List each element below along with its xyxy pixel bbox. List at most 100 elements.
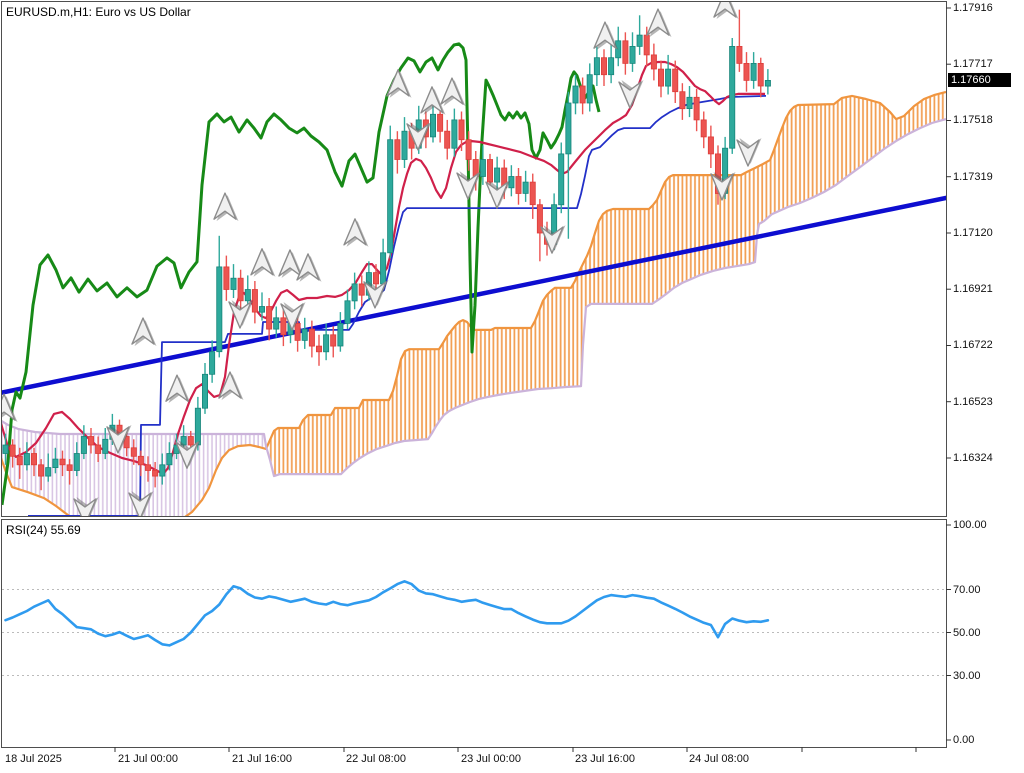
candle bbox=[679, 91, 686, 110]
signal-arrow-down-icon bbox=[710, 173, 734, 201]
candle bbox=[23, 453, 30, 466]
candle bbox=[159, 464, 166, 477]
candle bbox=[715, 153, 722, 194]
signal-arrow-down-icon bbox=[736, 139, 760, 167]
rsi-axis-label: 100.00 bbox=[953, 519, 987, 531]
rsi-axis-label: 70.00 bbox=[953, 583, 981, 596]
price-axis-label: 1.16324 bbox=[953, 451, 993, 464]
signal-arrow-up-icon bbox=[213, 192, 237, 220]
ichimoku-cloud bbox=[266, 92, 946, 477]
candle bbox=[380, 252, 387, 285]
candle bbox=[137, 455, 144, 466]
candle bbox=[308, 328, 315, 347]
main-chart-layer bbox=[2, 2, 946, 516]
candle bbox=[729, 46, 736, 149]
signal-arrow-down-icon bbox=[485, 181, 509, 209]
candle bbox=[479, 159, 486, 177]
time-axis-label: 22 Jul 08:00 bbox=[346, 753, 406, 765]
candle bbox=[73, 453, 80, 471]
candle bbox=[52, 458, 59, 469]
signal-arrow-up-icon bbox=[218, 371, 242, 399]
candle bbox=[372, 272, 379, 285]
candle bbox=[636, 34, 643, 47]
candle bbox=[515, 176, 522, 194]
time-axis-label: 23 Jul 00:00 bbox=[461, 753, 521, 765]
signal-arrow-down-icon bbox=[128, 492, 152, 516]
chart-title: EURUSD.m,H1: Euro vs US Dollar bbox=[6, 5, 191, 19]
candle bbox=[743, 63, 750, 81]
candle bbox=[88, 436, 95, 446]
candle bbox=[686, 96, 693, 110]
candle bbox=[280, 317, 287, 336]
candle bbox=[529, 181, 536, 206]
candle bbox=[166, 453, 173, 466]
candle bbox=[223, 266, 230, 290]
signal-arrow-down-icon bbox=[540, 226, 564, 254]
candle bbox=[494, 167, 501, 183]
candle bbox=[486, 159, 493, 183]
candle bbox=[650, 54, 657, 70]
candle bbox=[572, 85, 579, 104]
signal-arrow-up-icon bbox=[165, 374, 189, 402]
candle bbox=[351, 283, 358, 302]
candle bbox=[38, 464, 45, 477]
candle bbox=[622, 40, 629, 64]
price-axis-label: 1.16921 bbox=[953, 283, 993, 296]
candle bbox=[230, 277, 237, 290]
rsi-line bbox=[4, 579, 770, 647]
candle bbox=[330, 334, 337, 347]
candle bbox=[315, 345, 322, 353]
signal-arrow-up-icon bbox=[386, 69, 410, 97]
signal-arrow-up-icon bbox=[343, 218, 367, 246]
time-axis-label: 18 Jul 2025 bbox=[5, 753, 62, 765]
candle bbox=[180, 436, 187, 446]
signal-arrow-up-icon bbox=[250, 248, 274, 276]
candle bbox=[337, 322, 344, 347]
candle bbox=[536, 204, 543, 234]
signal-arrow-up-icon bbox=[593, 21, 617, 49]
current-price-badge: 1.17660 bbox=[948, 73, 1011, 87]
senkou-span-a-line bbox=[2, 90, 946, 516]
candle bbox=[579, 85, 586, 104]
signal-arrow-down-icon bbox=[406, 123, 430, 151]
price-axis-label: 1.17717 bbox=[953, 58, 993, 71]
candle bbox=[237, 277, 244, 302]
candle bbox=[444, 130, 451, 149]
candle bbox=[429, 113, 436, 138]
candle bbox=[209, 351, 216, 375]
candle bbox=[508, 176, 515, 189]
time-axis-label: 24 Jul 08:00 bbox=[689, 753, 749, 765]
main-chart-panel[interactable] bbox=[1, 1, 947, 517]
price-axis-label: 1.17916 bbox=[953, 2, 993, 14]
signal-arrow-down-icon bbox=[456, 172, 480, 200]
candle bbox=[643, 34, 650, 56]
rsi-indicator-panel[interactable] bbox=[1, 519, 947, 748]
candle bbox=[66, 464, 73, 471]
candle bbox=[565, 102, 572, 155]
price-axis-label: 1.17120 bbox=[953, 226, 993, 239]
candle bbox=[707, 136, 714, 155]
candle bbox=[2, 444, 9, 454]
senkou-span-b-line bbox=[2, 118, 946, 478]
time-axis-label: 21 Jul 16:00 bbox=[232, 753, 292, 765]
signal-arrow-up-icon bbox=[278, 249, 302, 277]
price-axis-label: 1.16722 bbox=[953, 339, 993, 352]
signal-arrow-up-icon bbox=[440, 77, 464, 105]
candle bbox=[95, 444, 102, 454]
signal-arrow-up-icon bbox=[713, 2, 737, 18]
signal-arrow-down-icon bbox=[73, 498, 97, 516]
signal-arrow-up-icon bbox=[2, 393, 16, 421]
candle bbox=[658, 68, 665, 87]
candle bbox=[102, 438, 109, 454]
signal-arrow-up-icon bbox=[646, 8, 670, 36]
signal-arrow-down-icon bbox=[618, 81, 642, 109]
time-axis-label: 21 Jul 00:00 bbox=[118, 753, 178, 765]
candle bbox=[123, 436, 130, 449]
candle bbox=[258, 306, 265, 313]
candle bbox=[152, 469, 159, 477]
price-axis-label: 1.17319 bbox=[953, 170, 993, 183]
candle bbox=[358, 283, 365, 296]
candle bbox=[693, 96, 700, 121]
